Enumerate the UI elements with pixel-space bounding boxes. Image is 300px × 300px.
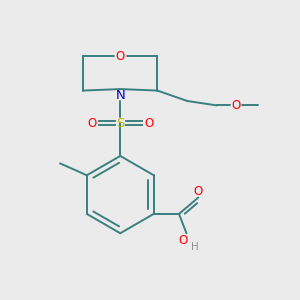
Text: O: O (116, 50, 125, 63)
Text: H: H (191, 242, 199, 252)
Text: O: O (87, 117, 97, 130)
Text: O: O (144, 117, 153, 130)
Text: S: S (116, 117, 124, 130)
Text: O: O (232, 99, 241, 112)
Text: N: N (116, 88, 125, 101)
Text: O: O (194, 185, 203, 198)
Text: O: O (179, 234, 188, 247)
